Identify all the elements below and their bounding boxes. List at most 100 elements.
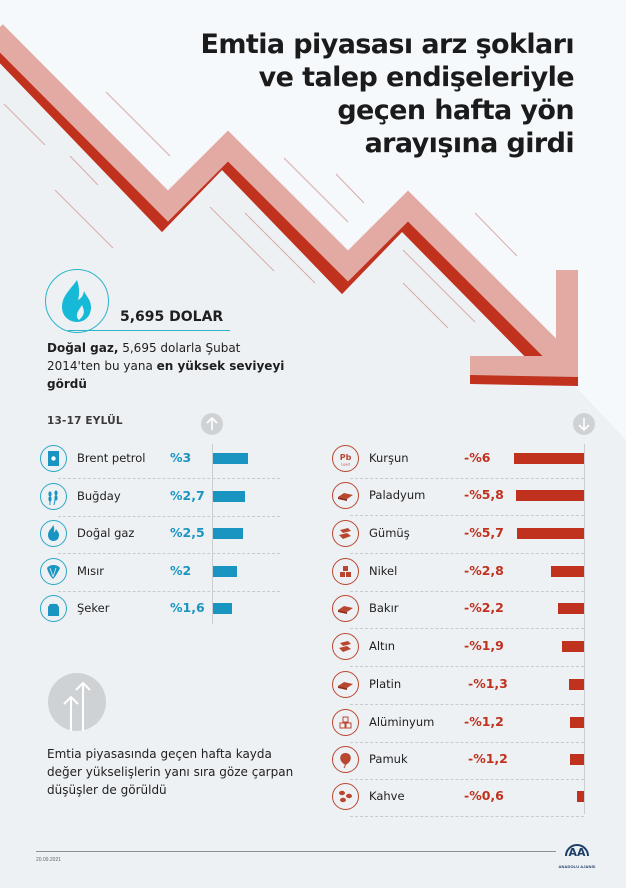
- change-value: %2,5: [170, 525, 205, 540]
- loser-row: Alüminyum -%1,2: [332, 705, 586, 743]
- gainer-row: Mısır %2: [40, 554, 280, 592]
- loser-row: Nikel -%2,8: [332, 554, 586, 592]
- summary-note: Emtia piyasasında geçen hafta kayda değe…: [47, 747, 294, 797]
- oil-barrel-icon: [40, 445, 67, 472]
- change-value: %3: [170, 450, 192, 465]
- change-value: -%1,3: [468, 676, 508, 691]
- loser-row: Paladyum -%5,8: [332, 478, 586, 516]
- commodity-name: Mısır: [77, 564, 105, 578]
- platinum-bars-icon: [332, 671, 359, 698]
- change-value: -%1,2: [468, 751, 508, 766]
- footer-divider: [36, 851, 556, 852]
- change-bar: [213, 566, 237, 577]
- gainers-axis: [212, 444, 213, 624]
- row-divider: [350, 816, 584, 817]
- change-value: %2: [170, 563, 192, 578]
- commodity-name: Buğday: [77, 489, 121, 503]
- title-line: arayışına girdi: [364, 128, 575, 159]
- change-value: %1,6: [170, 600, 205, 615]
- highlight-desc-text: 5,695 dolarla Şubat 2014'ten bu yana: [47, 341, 241, 373]
- change-bar: [551, 566, 584, 577]
- change-bar: [569, 679, 584, 690]
- row-divider: [350, 628, 584, 629]
- lead-element-icon: Pb Lead: [332, 445, 359, 472]
- gainer-row: Doğal gaz %2,5: [40, 516, 280, 554]
- loser-row: Platin -%1,3: [332, 667, 586, 705]
- gold-bars-icon: [332, 633, 359, 660]
- loser-row: Bakır -%2,2: [332, 591, 586, 629]
- highlight-value: 5,695 DOLAR: [120, 309, 224, 325]
- loser-row: Kahve -%0,6: [332, 779, 586, 817]
- change-bar: [517, 528, 584, 539]
- arrow-down-icon: [573, 413, 595, 435]
- row-divider: [350, 779, 584, 780]
- change-bar: [570, 754, 584, 765]
- gainer-row: Şeker %1,6: [40, 591, 280, 627]
- publish-date: 20.09.2021: [36, 857, 62, 863]
- commodity-name: Altın: [369, 639, 396, 653]
- change-value: -%0,6: [464, 788, 504, 803]
- change-value: -%2,2: [464, 600, 504, 615]
- rising-arrows-icon: [48, 673, 106, 731]
- highlight-description: Doğal gaz, 5,695 dolarla Şubat 2014'ten …: [47, 339, 287, 393]
- row-divider: [58, 478, 280, 479]
- brand-name: ANADOLU AJANSI: [558, 864, 596, 869]
- commodity-name: Gümüş: [369, 526, 410, 540]
- highlight-desc-bold: Doğal gaz,: [47, 341, 119, 355]
- arrow-up-icon: [201, 413, 223, 435]
- row-divider: [350, 515, 584, 516]
- row-divider: [350, 591, 584, 592]
- loser-row: Pamuk -%1,2: [332, 742, 586, 780]
- gas-flame-icon: [45, 269, 109, 333]
- brand-logo: AA ANADOLU AJANSI: [556, 838, 598, 869]
- loser-row: Altın -%1,9: [332, 629, 586, 667]
- change-value: -%5,8: [464, 487, 504, 502]
- change-bar: [558, 603, 584, 614]
- change-bar: [562, 641, 584, 652]
- commodity-name: Doğal gaz: [77, 526, 135, 540]
- gainer-row: Brent petrol %3: [40, 441, 280, 479]
- change-bar: [514, 453, 584, 464]
- period-label: 13-17 EYLÜL: [47, 415, 123, 427]
- wheat-icon: [40, 483, 67, 510]
- row-divider: [58, 591, 280, 592]
- change-bar: [570, 717, 584, 728]
- change-value: -%5,7: [464, 525, 504, 540]
- change-bar: [516, 490, 584, 501]
- title-line: Emtia piyasası arz şokları: [200, 29, 575, 60]
- anadolu-logo-icon: AA: [565, 844, 589, 859]
- svg-text:Pb: Pb: [340, 453, 352, 462]
- commodity-name: Nikel: [369, 564, 398, 578]
- row-divider: [350, 666, 584, 667]
- row-divider: [58, 553, 280, 554]
- row-divider: [350, 478, 584, 479]
- change-bar: [213, 528, 243, 539]
- silver-bars-icon: [332, 520, 359, 547]
- change-value: -%1,2: [464, 714, 504, 729]
- commodity-name: Şeker: [77, 601, 110, 615]
- row-divider: [350, 553, 584, 554]
- gas-flame-icon: [40, 520, 67, 547]
- nickel-bars-icon: [332, 558, 359, 585]
- loser-row: Pb Lead Kurşun -%6: [332, 441, 586, 479]
- change-value: %2,7: [170, 488, 205, 503]
- corn-icon: [40, 558, 67, 585]
- title-line: geçen hafta yön: [337, 95, 574, 126]
- aluminium-bars-icon: [332, 709, 359, 736]
- row-divider: [58, 516, 280, 517]
- sugar-sack-icon: [40, 595, 67, 622]
- page-title: Emtia piyasası arz şokları ve talep endi…: [154, 28, 575, 160]
- svg-text:AA: AA: [568, 846, 586, 858]
- commodity-name: Kurşun: [369, 451, 409, 465]
- highlight-desc-bold: en yüksek seviyeyi gördü: [47, 359, 285, 391]
- commodity-name: Alüminyum: [369, 715, 435, 729]
- copper-bars-icon: [332, 595, 359, 622]
- change-bar: [213, 603, 232, 614]
- change-bar: [213, 453, 248, 464]
- cotton-icon: [332, 746, 359, 773]
- row-divider: [350, 742, 584, 743]
- gainer-row: Buğday %2,7: [40, 479, 280, 517]
- commodity-name: Pamuk: [369, 752, 408, 766]
- change-bar: [213, 491, 245, 502]
